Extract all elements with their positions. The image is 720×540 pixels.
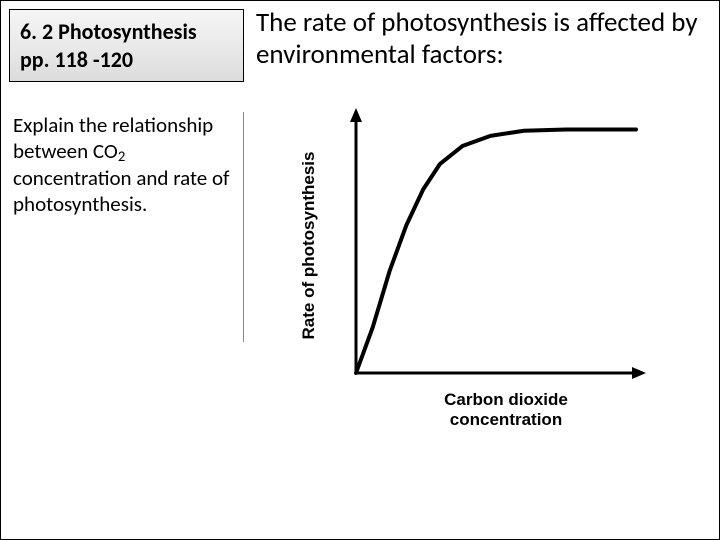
main-statement: The rate of photosynthesis is affected b… xyxy=(256,7,711,71)
title-line-2: pp. 118 -120 xyxy=(20,46,133,73)
title-line-1: 6. 2 Photosynthesis xyxy=(20,18,197,45)
prompt-part1: Explain the relationship between CO xyxy=(13,112,213,164)
left-column: 6. 2 Photosynthesis pp. 118 -120 Explain… xyxy=(9,9,244,342)
section-title-box: 6. 2 Photosynthesis pp. 118 -120 xyxy=(9,9,244,82)
prompt-text: Explain the relationship between CO2 con… xyxy=(13,112,239,217)
slide: 6. 2 Photosynthesis pp. 118 -120 Explain… xyxy=(0,0,720,540)
prompt-box: Explain the relationship between CO2 con… xyxy=(9,112,244,342)
chart-xlabel-line2: concentration xyxy=(450,410,562,429)
chart-xlabel-line1: Carbon dioxide xyxy=(444,390,568,409)
section-title: 6. 2 Photosynthesis pp. 118 -120 xyxy=(20,18,233,73)
chart-svg: Rate of photosynthesis Carbon dioxideconc… xyxy=(276,83,661,453)
co2-rate-chart: Rate of photosynthesis Carbon dioxideconc… xyxy=(276,83,661,453)
chart-ylabel: Rate of photosynthesis xyxy=(299,151,318,339)
prompt-part2: concentration and rate of photosynthesis… xyxy=(13,165,229,217)
prompt-sub: 2 xyxy=(118,147,125,165)
right-column: The rate of photosynthesis is affected b… xyxy=(256,7,711,453)
